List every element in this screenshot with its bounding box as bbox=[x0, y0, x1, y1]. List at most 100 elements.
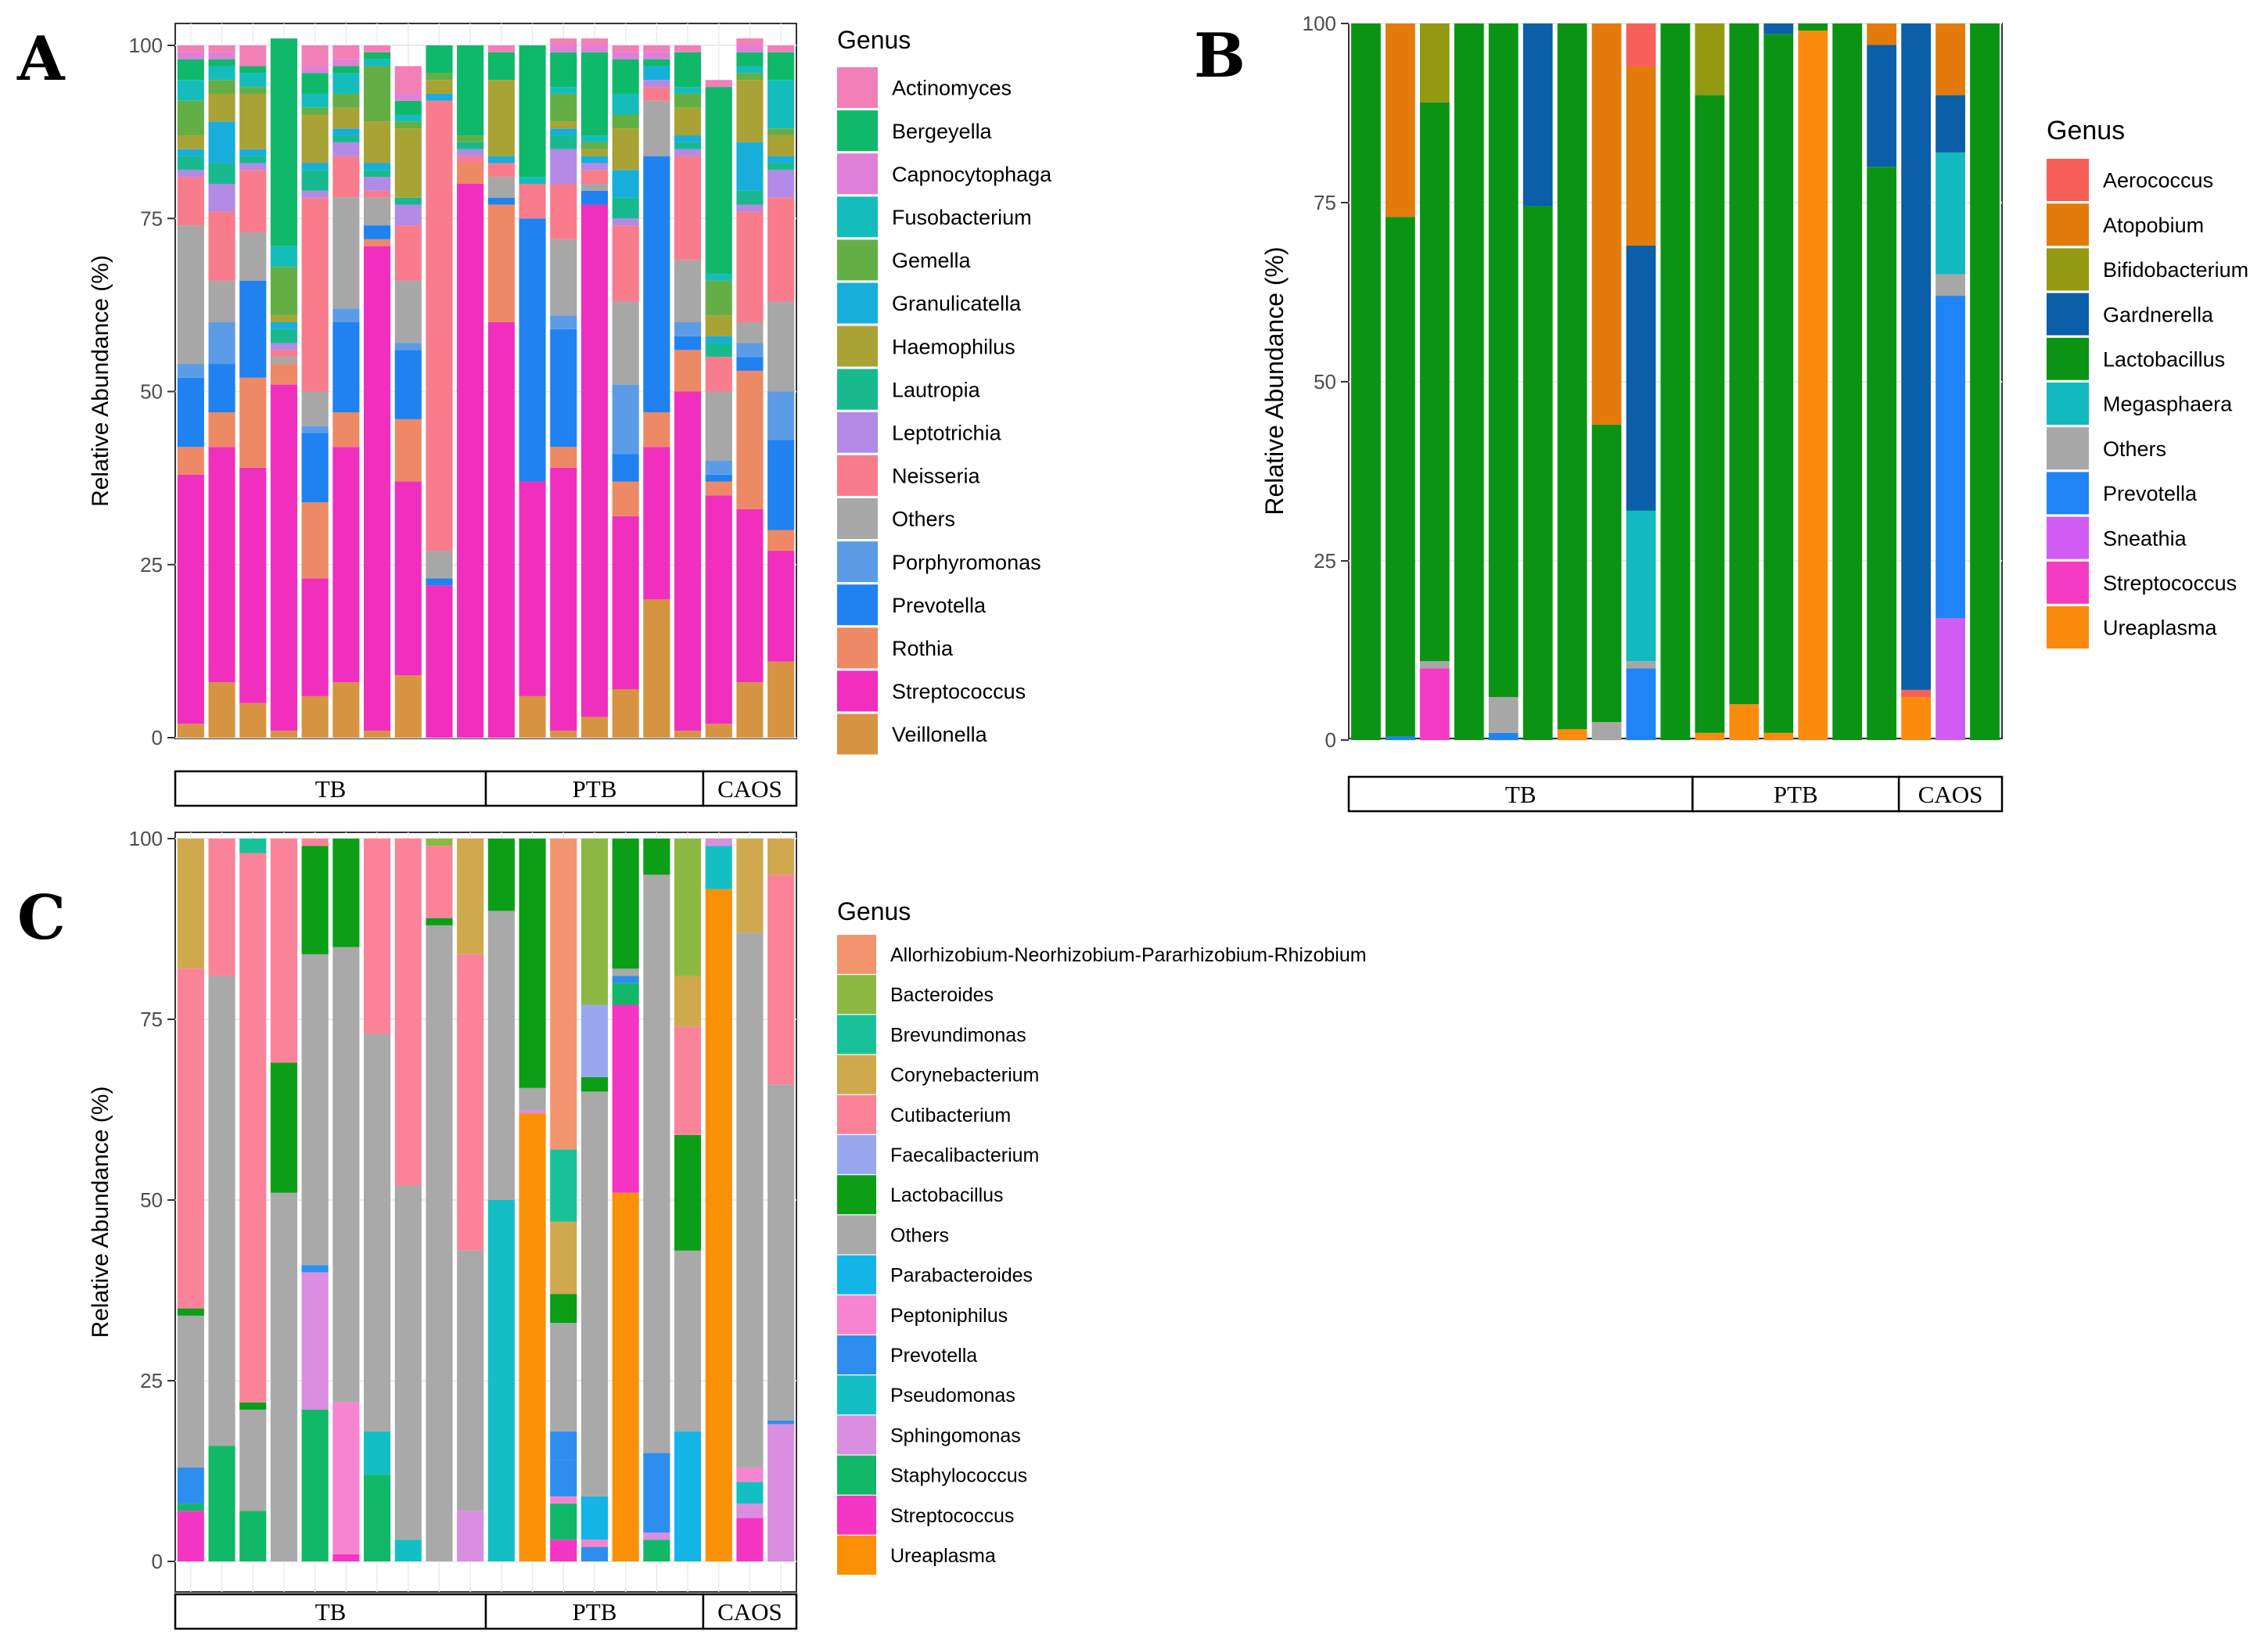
legend-item-label: Haemophilus bbox=[892, 335, 1015, 358]
bar-segment bbox=[767, 1420, 795, 1425]
bar-segment bbox=[363, 121, 391, 163]
bar-segment bbox=[332, 59, 360, 66]
bar-segment bbox=[643, 45, 670, 52]
bar-segment bbox=[394, 121, 422, 129]
legend-swatch bbox=[837, 1375, 876, 1415]
bar-segment bbox=[301, 1272, 329, 1410]
bar-segment bbox=[767, 1084, 795, 1421]
legend-item-label: Peptoniphilus bbox=[890, 1305, 1008, 1327]
bar-segment bbox=[177, 1511, 204, 1561]
bar-segment bbox=[674, 107, 702, 136]
bar-segment bbox=[1901, 697, 1932, 740]
bar-segment bbox=[550, 1221, 577, 1295]
bar-segment bbox=[580, 1004, 609, 1077]
bar-segment bbox=[239, 170, 267, 232]
bar-segment bbox=[394, 343, 422, 350]
bar-segment bbox=[767, 135, 795, 156]
bar-segment bbox=[457, 45, 484, 136]
bar-segment bbox=[705, 474, 732, 482]
bar-segment bbox=[301, 695, 329, 738]
bar-segment bbox=[580, 45, 609, 52]
bar-segment bbox=[1936, 23, 1965, 95]
bar-segment bbox=[208, 839, 235, 976]
bar-segment bbox=[612, 1004, 639, 1193]
bar-segment bbox=[736, 190, 764, 205]
bar-segment bbox=[705, 343, 732, 358]
legend-swatch bbox=[837, 1335, 876, 1374]
bar-segment bbox=[674, 975, 702, 1027]
bar-segment bbox=[580, 156, 609, 163]
legend-swatch bbox=[2047, 561, 2089, 604]
bar-segment bbox=[643, 59, 670, 66]
y-tick-label: 75 bbox=[140, 207, 163, 230]
bar-segment bbox=[332, 142, 360, 156]
bar-segment bbox=[208, 45, 235, 52]
legend-item-label: Staphylococcus bbox=[890, 1465, 1027, 1487]
bar-segment bbox=[767, 128, 795, 136]
bar-segment bbox=[612, 218, 639, 226]
bar-segment bbox=[487, 156, 515, 163]
bar-segment bbox=[426, 80, 453, 94]
bar-segment bbox=[736, 1518, 764, 1561]
group-label-tb: TB bbox=[315, 775, 347, 803]
bar-segment bbox=[674, 156, 702, 260]
bar-segment bbox=[705, 315, 732, 336]
bar-segment bbox=[301, 66, 329, 74]
bar-segment bbox=[1386, 23, 1415, 217]
bar-segment bbox=[736, 73, 764, 81]
bar-segment bbox=[239, 232, 267, 281]
bar-segment bbox=[487, 80, 515, 156]
legend-item-label: Ureaplasma bbox=[890, 1545, 996, 1567]
legend-swatch bbox=[837, 110, 878, 152]
bar-segment bbox=[332, 45, 360, 59]
bar-segment bbox=[1591, 23, 1622, 425]
legend-swatch bbox=[837, 1295, 876, 1335]
bar-segment bbox=[332, 73, 360, 94]
bar-segment bbox=[612, 52, 639, 59]
y-tick-label: 25 bbox=[1314, 549, 1336, 573]
y-tick-label: 0 bbox=[152, 1550, 163, 1573]
bar-segment bbox=[767, 163, 795, 171]
bar-segment bbox=[674, 1026, 702, 1135]
bar-segment bbox=[270, 384, 298, 731]
bar-segment bbox=[177, 474, 204, 724]
bar-segment bbox=[550, 1431, 577, 1461]
bar-segment bbox=[580, 163, 609, 171]
bar-segment bbox=[1626, 510, 1656, 662]
legend-swatch bbox=[837, 713, 878, 755]
y-tick-label: 0 bbox=[1325, 728, 1336, 752]
bar-segment bbox=[643, 100, 670, 156]
bar-segment bbox=[208, 59, 235, 66]
legend-title: Genus bbox=[2047, 116, 2125, 146]
bar-segment bbox=[426, 551, 453, 579]
bar-segment bbox=[519, 695, 546, 738]
bar-segment bbox=[301, 502, 329, 579]
bar-segment bbox=[457, 954, 484, 1251]
legend-swatch bbox=[837, 325, 878, 367]
bar-segment bbox=[487, 204, 515, 322]
bar-segment bbox=[301, 197, 329, 392]
bar-segment bbox=[612, 384, 639, 455]
bar-segment bbox=[239, 853, 267, 1403]
bar-segment bbox=[705, 846, 732, 889]
bar-segment bbox=[457, 149, 484, 156]
bar-segment bbox=[612, 114, 639, 129]
bar-segment bbox=[177, 1308, 204, 1316]
bar-segment bbox=[301, 846, 329, 954]
group-box-caos bbox=[702, 770, 798, 807]
bar-segment bbox=[301, 433, 329, 503]
legend-item-label: Neisseria bbox=[892, 465, 981, 488]
bar-segment bbox=[332, 128, 360, 136]
y-tick-label: 100 bbox=[129, 34, 163, 57]
legend-swatch bbox=[837, 541, 878, 583]
bar-segment bbox=[332, 1402, 360, 1554]
legend-item-label: Gemella bbox=[892, 249, 972, 272]
legend-item-label: Leptotrichia bbox=[892, 422, 1002, 445]
bar-segment bbox=[1488, 23, 1519, 698]
bar-segment bbox=[457, 1511, 484, 1561]
bar-segment bbox=[612, 481, 639, 516]
group-box-caos bbox=[1897, 775, 2004, 813]
bar-segment bbox=[270, 357, 298, 365]
legend-item-label: Prevotella bbox=[892, 594, 987, 617]
bar-segment bbox=[580, 717, 609, 738]
